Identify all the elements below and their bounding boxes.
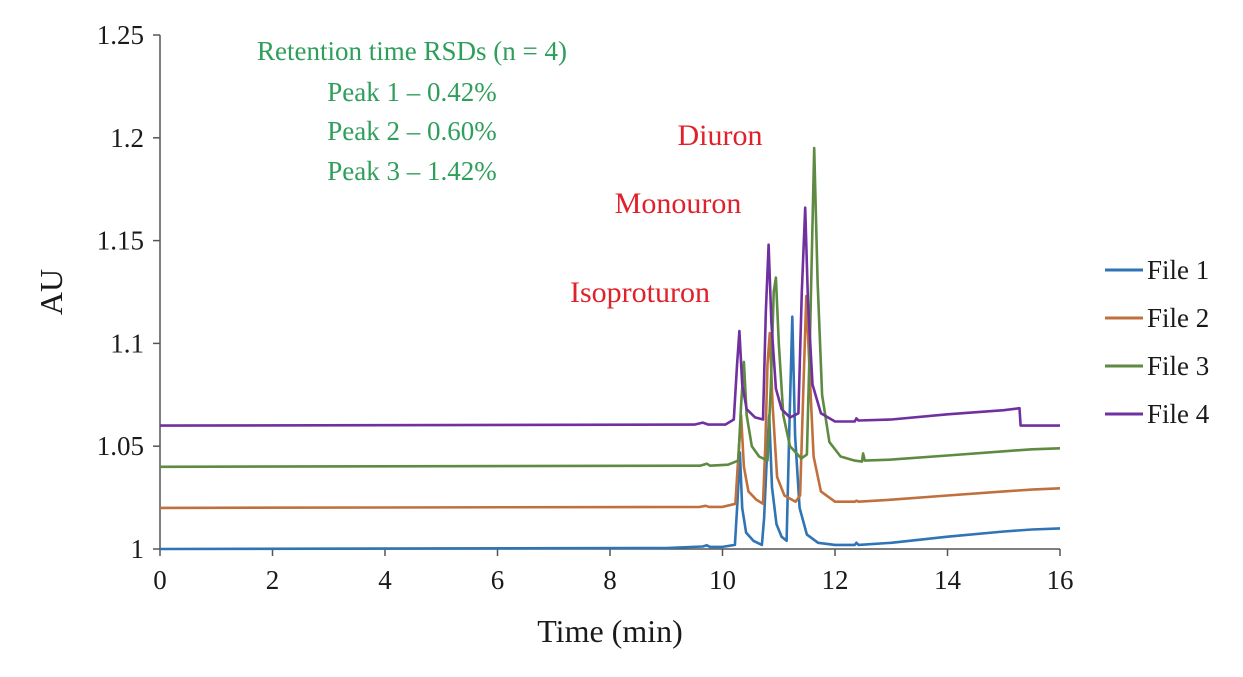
plot-area: 1 1.05 1.1 1.15 1.2 1.25 0 2 4 6 8 10 12 14 16 [97, 20, 1074, 595]
legend-label-file-3: File 3 [1147, 351, 1209, 381]
series-line-file-1 [159, 315, 1061, 551]
y-tick-label: 1.2 [110, 123, 144, 153]
rsd-annotation-peak1: Peak 1 – 0.42% [327, 77, 496, 107]
series-line-file-2 [159, 294, 1061, 510]
y-axis-title: AU [33, 269, 69, 315]
peak-label-diuron: Diuron [678, 119, 763, 152]
x-tick-label: 4 [378, 565, 392, 595]
x-tick-label: 10 [709, 565, 736, 595]
x-axis-title: Time (min) [537, 613, 683, 649]
x-tick-label: 14 [934, 565, 962, 595]
y-tick-label: 1.1 [110, 328, 144, 358]
y-tick-label: 1.15 [97, 226, 144, 256]
legend: File 1 File 2 File 3 File 4 [1105, 255, 1210, 429]
x-tick-label: 8 [603, 565, 617, 595]
series-line-file-4 [159, 206, 1060, 427]
peak-label-isoproturon: Isoproturon [570, 276, 710, 309]
legend-label-file-4: File 4 [1147, 399, 1210, 429]
series-line-file-3 [159, 146, 1061, 469]
series-lines [159, 146, 1061, 551]
y-tick-label: 1.25 [97, 20, 144, 50]
rsd-annotation-peak3: Peak 3 – 1.42% [327, 156, 496, 186]
x-tick-label: 12 [822, 565, 849, 595]
y-axis-ticks: 1 1.05 1.1 1.15 1.2 1.25 [97, 20, 160, 564]
peak-labels: Isoproturon Monouron Diuron [570, 119, 762, 309]
rsd-annotation-title: Retention time RSDs (n = 4) [257, 36, 567, 66]
peak-label-monouron: Monouron [615, 187, 742, 220]
rsd-annotation: Retention time RSDs (n = 4) Peak 1 – 0.4… [257, 36, 567, 186]
legend-label-file-2: File 2 [1147, 303, 1209, 333]
legend-label-file-1: File 1 [1147, 255, 1209, 285]
y-tick-label: 1 [131, 534, 145, 564]
x-tick-label: 16 [1047, 565, 1074, 595]
x-tick-label: 2 [266, 565, 280, 595]
x-tick-label: 6 [491, 565, 505, 595]
x-tick-label: 0 [153, 565, 167, 595]
rsd-annotation-peak2: Peak 2 – 0.60% [327, 116, 496, 146]
y-tick-label: 1.05 [97, 431, 144, 461]
x-axis-ticks: 0 2 4 6 8 10 12 14 16 [153, 549, 1074, 595]
